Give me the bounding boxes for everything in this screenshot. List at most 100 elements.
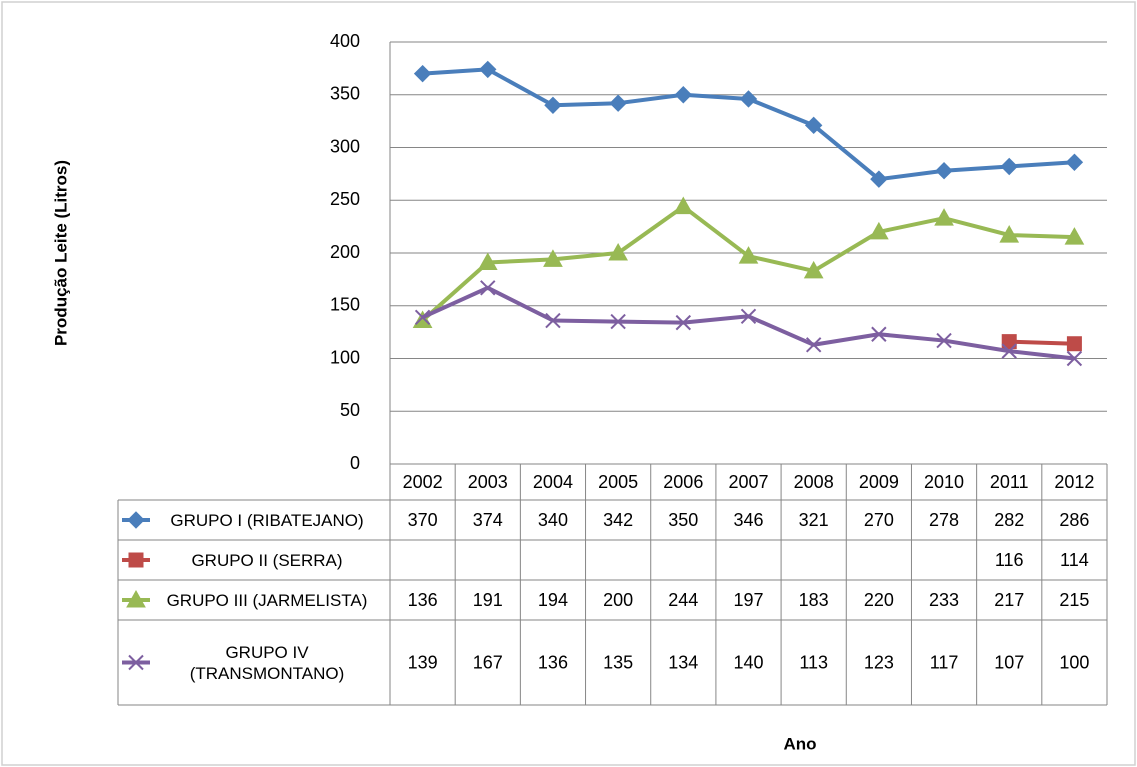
- x-tick-label: 2011: [990, 472, 1029, 492]
- table-value: 183: [799, 590, 829, 610]
- legend-cell: GRUPO III (JARMELISTA): [166, 590, 368, 610]
- table-value: 346: [733, 510, 763, 530]
- legend-cell: GRUPO II (SERRA): [191, 550, 343, 570]
- y-tick-label: 150: [330, 295, 360, 315]
- y-tick-label: 350: [330, 84, 360, 104]
- marker: [999, 225, 1020, 243]
- marker: [738, 246, 759, 264]
- legend-cell: GRUPO IV (TRANSMONTANO): [189, 642, 345, 683]
- x-tick-label: 2006: [663, 472, 703, 492]
- table-value: 167: [473, 652, 503, 672]
- marker: [870, 170, 888, 188]
- y-tick-label: 200: [330, 242, 360, 262]
- table-value: 197: [733, 590, 763, 610]
- y-tick-label: 400: [330, 31, 360, 51]
- legend-label: GRUPO II (SERRA): [191, 550, 343, 570]
- legend-cell: GRUPO I (RIBATEJANO): [170, 510, 364, 530]
- x-tick-label: 2010: [924, 472, 964, 492]
- x-tick-label: 2005: [598, 472, 638, 492]
- table-value: 340: [538, 510, 568, 530]
- table-value: 191: [473, 590, 503, 610]
- table-value: 200: [603, 590, 633, 610]
- marker: [477, 252, 498, 270]
- y-tick-label: 0: [350, 453, 360, 473]
- marker: [414, 309, 431, 326]
- table-value: 278: [929, 510, 959, 530]
- table-value: 107: [994, 652, 1024, 672]
- x-tick-label: 2007: [728, 472, 768, 492]
- table-value: 113: [799, 652, 828, 672]
- table-value: 135: [603, 652, 633, 672]
- marker: [609, 94, 627, 112]
- marker: [128, 654, 144, 671]
- table-value: 286: [1059, 510, 1089, 530]
- marker: [675, 314, 692, 331]
- marker: [1065, 153, 1084, 171]
- marker: [543, 249, 563, 267]
- x-tick-label: 2009: [859, 472, 899, 492]
- marker: [480, 280, 496, 296]
- table-value: 342: [603, 510, 633, 530]
- marker: [869, 221, 889, 240]
- x-tick-label: 2004: [533, 472, 573, 492]
- marker: [1066, 350, 1083, 367]
- table-value: 282: [994, 510, 1024, 530]
- table-value: 370: [408, 510, 438, 530]
- marker: [740, 308, 757, 325]
- y-tick-label: 250: [330, 189, 360, 209]
- marker: [479, 60, 497, 79]
- table-value: 134: [668, 652, 698, 672]
- table-value: 136: [408, 590, 438, 610]
- marker: [545, 312, 561, 329]
- marker: [1001, 343, 1017, 359]
- marker: [936, 332, 952, 349]
- marker: [804, 116, 823, 135]
- table-value: 100: [1059, 652, 1089, 672]
- table-value: 215: [1059, 590, 1089, 610]
- table-value: 244: [668, 590, 698, 610]
- x-tick-label: 2012: [1054, 472, 1094, 492]
- series-line: [1009, 339, 1075, 346]
- marker: [610, 313, 626, 330]
- marker: [739, 90, 758, 108]
- marker: [1066, 336, 1082, 352]
- legend-label: GRUPO IV (TRANSMONTANO): [189, 642, 345, 683]
- marker: [674, 86, 693, 104]
- y-axis-title: Produção Leite (Litros): [51, 160, 70, 346]
- table-value: 114: [1060, 550, 1089, 570]
- table-value: 350: [668, 510, 698, 530]
- marker: [935, 162, 953, 180]
- marker: [934, 208, 954, 226]
- table-value: 374: [473, 510, 503, 530]
- marker: [673, 196, 694, 215]
- marker: [803, 260, 824, 279]
- table-value: 194: [538, 590, 568, 610]
- table-value: 270: [864, 510, 894, 530]
- marker: [413, 64, 432, 83]
- legend-label: GRUPO III (JARMELISTA): [166, 590, 368, 610]
- table-value: 136: [538, 652, 568, 672]
- legend-label: GRUPO I (RIBATEJANO): [170, 510, 364, 530]
- marker: [1001, 334, 1017, 350]
- marker: [871, 326, 887, 342]
- y-tick-label: 50: [340, 400, 360, 420]
- marker: [608, 242, 628, 261]
- table-value: 116: [995, 550, 1024, 570]
- table-value: 233: [929, 590, 959, 610]
- y-tick-label: 100: [330, 347, 360, 367]
- marker: [412, 310, 433, 329]
- marker: [126, 589, 146, 608]
- table-value: 117: [930, 652, 959, 672]
- x-axis-title: Ano: [783, 734, 816, 753]
- table-value: 217: [994, 590, 1024, 610]
- table-value: 139: [408, 652, 438, 672]
- marker: [544, 96, 562, 115]
- table-value: 140: [733, 652, 763, 672]
- x-tick-label: 2002: [403, 472, 443, 492]
- x-tick-label: 2003: [468, 472, 508, 492]
- marker: [1000, 157, 1018, 176]
- x-tick-label: 2008: [794, 472, 834, 492]
- marker: [805, 337, 822, 353]
